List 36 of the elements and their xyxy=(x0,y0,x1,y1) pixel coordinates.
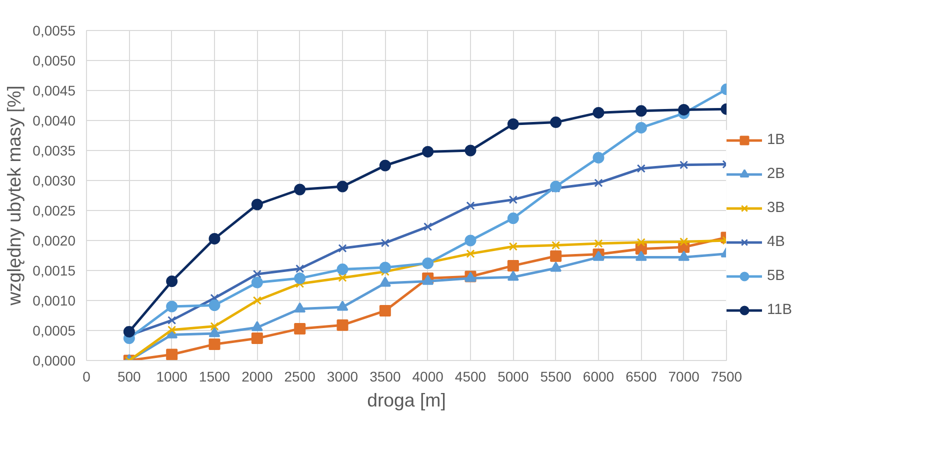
x-tick-label: 5000 xyxy=(498,368,529,384)
x-tick-label: 4000 xyxy=(412,368,444,384)
x-tick-label: 4500 xyxy=(454,368,486,384)
y-tick-label: 0,0050 xyxy=(32,52,76,68)
x-tick-label: 7000 xyxy=(668,368,700,384)
y-tick-label: 0,0045 xyxy=(32,82,76,98)
legend-label: 4B xyxy=(767,234,786,250)
y-tick-label: 0,0055 xyxy=(32,22,76,38)
x-tick-label: 3500 xyxy=(370,368,401,384)
y-tick-label: 0,0000 xyxy=(32,352,76,368)
x-tick-label: 2000 xyxy=(242,368,273,384)
x-tick-label: 6500 xyxy=(626,368,657,384)
y-tick-label: 0,0020 xyxy=(32,232,76,248)
y-tick-label: 0,0015 xyxy=(32,262,76,278)
x-tick-label: 1000 xyxy=(156,368,188,384)
legend-label: 3B xyxy=(767,200,786,216)
x-tick-label: 0 xyxy=(82,368,91,384)
x-tick-label: 5500 xyxy=(540,368,572,384)
y-tick-label: 0,0030 xyxy=(32,172,76,188)
x-tick-label: 1500 xyxy=(198,368,230,384)
legend-label: 5B xyxy=(767,268,786,284)
x-tick-label: 7500 xyxy=(710,368,742,384)
x-tick-label: 2500 xyxy=(284,368,316,384)
x-tick-label: 6000 xyxy=(582,368,614,384)
legend-label: 11B xyxy=(767,302,792,318)
x-axis-title: droga [m] xyxy=(367,390,446,410)
x-tick-label: 500 xyxy=(117,368,142,384)
y-tick-label: 0,0005 xyxy=(32,322,76,338)
y-tick-label: 0,0035 xyxy=(32,142,76,158)
y-tick-label: 0,0040 xyxy=(32,112,76,128)
y-tick-label: 0,0025 xyxy=(32,202,76,218)
y-axis-title: względny ubytek masy [%] xyxy=(4,86,25,306)
legend-label: 2B xyxy=(767,166,786,182)
x-tick-label: 3000 xyxy=(326,368,358,384)
legend-label: 1B xyxy=(767,132,786,148)
y-tick-label: 0,0010 xyxy=(32,292,76,308)
